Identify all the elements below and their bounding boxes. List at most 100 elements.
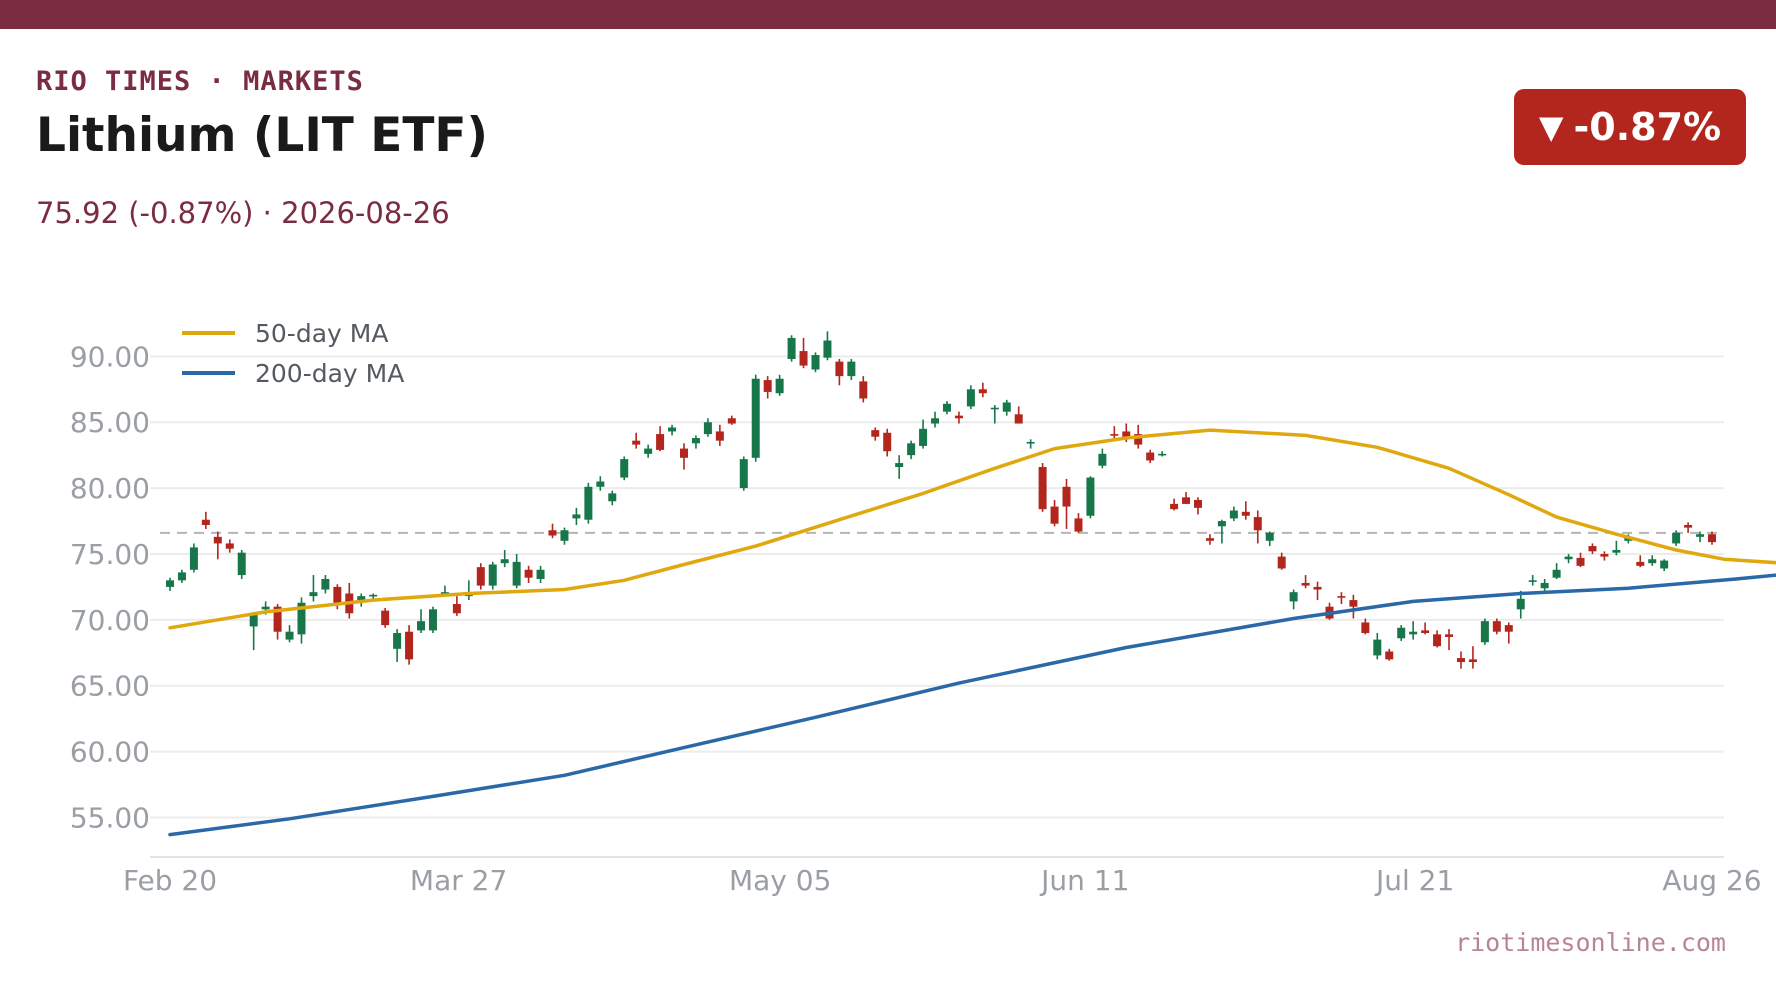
page-title: Lithium (LIT ETF) — [36, 108, 488, 163]
candle-body — [680, 448, 688, 458]
candle-body — [1229, 510, 1238, 519]
candle-body — [1612, 550, 1621, 553]
candle-body — [871, 430, 880, 437]
candle-body — [1468, 659, 1477, 663]
candle-body — [488, 564, 497, 586]
change-badge-label: -0.87% — [1573, 105, 1722, 149]
y-tick-label: 90.00 — [70, 340, 150, 373]
y-tick-label: 80.00 — [70, 472, 150, 505]
y-tick-label: 70.00 — [70, 604, 150, 637]
candle-body — [907, 443, 916, 456]
candle-body — [966, 389, 975, 407]
candle-body — [668, 427, 677, 432]
legend-label: 50-day MA — [255, 319, 388, 348]
candle-body — [1433, 634, 1442, 647]
candle-body — [847, 361, 856, 377]
candle-body — [1002, 402, 1011, 412]
candle-body — [524, 569, 533, 578]
candle-body — [1217, 521, 1226, 527]
candle-body — [1409, 631, 1418, 635]
candle-body — [1564, 556, 1573, 560]
top-accent-bar — [0, 0, 1776, 29]
candle-body — [751, 378, 760, 458]
candle-body — [954, 415, 963, 419]
ma200-line — [168, 573, 1776, 837]
candle-body — [321, 579, 330, 590]
candle-body — [1194, 499, 1202, 508]
price-subtitle: 75.92 (-0.87%) · 2026-08-26 — [36, 196, 450, 230]
y-tick-label: 55.00 — [70, 801, 150, 834]
candle-body — [1516, 598, 1525, 610]
candle-body — [691, 438, 700, 444]
candle-body — [452, 604, 461, 614]
candle-body — [548, 530, 557, 536]
candle-body — [1600, 553, 1609, 557]
candle-body — [1086, 477, 1095, 516]
candle-body — [1397, 627, 1406, 639]
candle-body — [1110, 434, 1119, 436]
change-badge: ▼ -0.87% — [1514, 89, 1746, 165]
candle-body — [1696, 534, 1705, 537]
candle-body — [1349, 600, 1358, 607]
candle-body — [1684, 524, 1693, 528]
candle-body — [1672, 532, 1681, 544]
candle-body — [715, 431, 724, 441]
candle-body — [787, 337, 796, 359]
candle-body — [739, 459, 748, 489]
candle-body — [1146, 452, 1155, 461]
candle-body — [560, 530, 569, 541]
candle-body — [1038, 467, 1047, 510]
candle-body — [249, 614, 258, 627]
candle-body — [931, 418, 940, 424]
candle-body — [775, 378, 784, 394]
candle-body — [644, 448, 653, 454]
candle-body — [1253, 517, 1262, 531]
candle-body — [309, 592, 318, 597]
candle-body — [859, 381, 868, 399]
candle-body — [1026, 441, 1035, 444]
candle-body — [1205, 538, 1214, 541]
candle-body — [584, 486, 593, 520]
y-tick-label: 85.00 — [70, 406, 150, 439]
candle-body — [417, 621, 426, 631]
candle-body — [381, 610, 390, 626]
x-tick-label: Aug 26 — [1662, 864, 1761, 897]
candle-body — [835, 361, 844, 377]
candle-body — [919, 428, 928, 446]
candle-body — [1170, 503, 1179, 510]
candle-body — [763, 380, 772, 392]
candle-body — [405, 631, 414, 660]
candle-body — [273, 606, 282, 632]
candle-body — [823, 340, 832, 358]
site-footer: riotimesonline.com — [1455, 928, 1726, 957]
candle-body — [297, 602, 306, 635]
candle-body — [1480, 621, 1489, 643]
candle-body — [1373, 639, 1382, 656]
candle-body — [1445, 634, 1454, 637]
candle-body — [1576, 557, 1585, 566]
candle-body — [1588, 546, 1597, 552]
candle-body — [189, 547, 198, 570]
candle-body — [369, 594, 378, 597]
candle-body — [536, 569, 545, 580]
candle-body — [1540, 582, 1549, 589]
candle-body — [1648, 559, 1657, 564]
candle-body — [978, 389, 987, 394]
candle-body — [476, 567, 485, 586]
candle-body — [1313, 586, 1322, 590]
candle-body — [608, 493, 617, 502]
candle-body — [500, 559, 509, 564]
candle-body — [225, 543, 234, 549]
candle-body — [1050, 506, 1059, 524]
candle-body — [213, 536, 222, 544]
candle-body — [632, 440, 641, 445]
x-tick-label: Jul 21 — [1374, 864, 1454, 897]
candle-body — [512, 561, 521, 586]
candle-body — [333, 586, 342, 605]
candle-body — [1492, 621, 1501, 632]
candle-body — [942, 403, 951, 412]
y-tick-label: 75.00 — [70, 538, 150, 571]
candle-body — [883, 432, 892, 452]
publisher-kicker: RIO TIMES · MARKETS — [36, 66, 364, 97]
